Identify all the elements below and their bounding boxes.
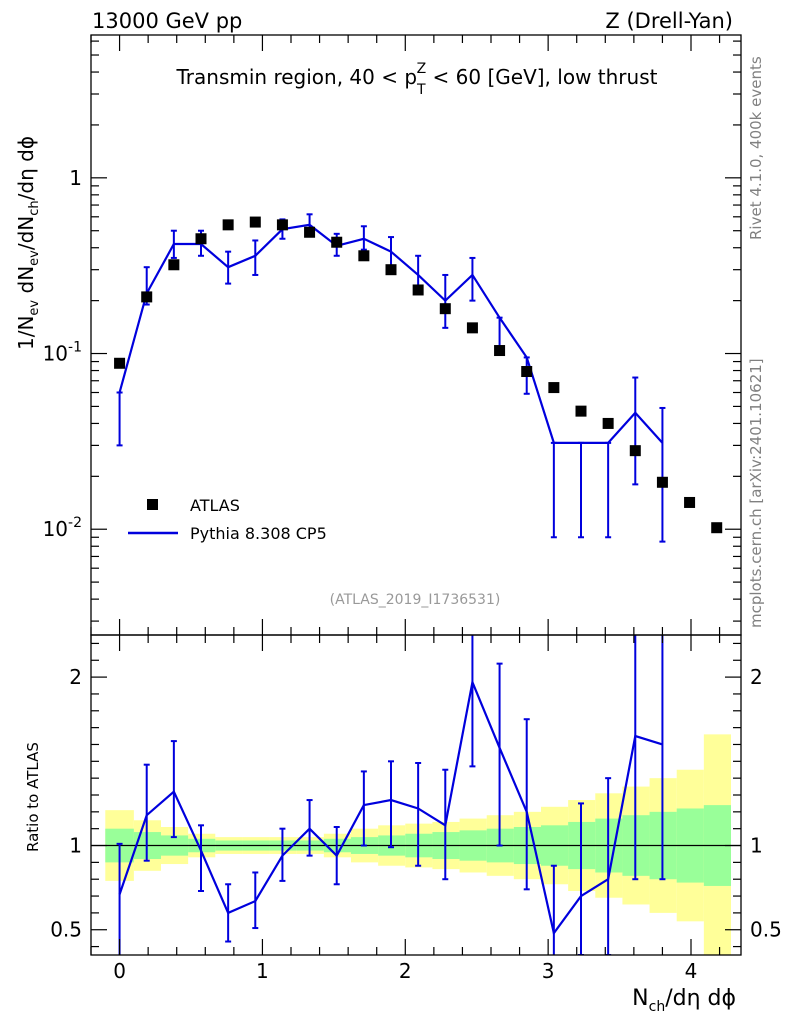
atlas-point-22	[711, 522, 723, 534]
main-ylabel: 1/Nev dNev/dNch/dη dϕ	[14, 136, 42, 350]
xtick-label-4: 4	[685, 959, 698, 983]
atlas-point-4	[222, 219, 234, 231]
ratio-ytick-label-right-1: 1	[750, 834, 763, 858]
xtick-label-1: 1	[256, 959, 269, 983]
atlas-point-3	[195, 233, 207, 245]
plot-title: Transmin region, 40 < pTZ < 60 [GeV], lo…	[176, 61, 658, 98]
atlas-point-6	[276, 219, 288, 231]
ratio-ytick-label-left-2: 2	[69, 665, 82, 689]
atlas-point-13	[466, 322, 478, 334]
atlas-point-16	[548, 382, 560, 394]
atlas-point-2	[168, 259, 180, 271]
xaxis-label-sub: ch	[649, 999, 666, 1015]
atlas-point-9	[358, 250, 370, 262]
xtick-label-2: 2	[399, 959, 412, 983]
title-sub: T	[416, 82, 426, 98]
main-panel	[114, 213, 723, 543]
ratio-ylabel: Ratio to ATLAS	[24, 742, 42, 852]
atlas-point-14	[494, 345, 506, 357]
ratio-ytick-label-right-0.5: 0.5	[750, 918, 782, 942]
ratio-panel	[91, 635, 741, 955]
title-sup: Z	[417, 61, 427, 77]
atlas-point-11	[412, 284, 424, 296]
title-prefix: Transmin region, 40 < p	[176, 65, 418, 89]
main-ytick-label-1: 1	[69, 166, 82, 190]
atlas-point-5	[249, 216, 261, 228]
xtick-label-0: 0	[113, 959, 126, 983]
legend-atlas-label: ATLAS	[190, 496, 240, 515]
ratio-ytick-label-right-2: 2	[750, 665, 763, 689]
atlas-point-8	[331, 236, 343, 248]
atlas-point-15	[521, 366, 533, 378]
atlas-point-21	[684, 496, 696, 508]
atlas-point-18	[602, 417, 614, 429]
main-ytick-label-0.01: 10-2	[43, 515, 82, 541]
xtick-label-3: 3	[542, 959, 555, 983]
main-ytick-label-0.1: 10-1	[43, 340, 82, 366]
atlas-point-12	[439, 303, 451, 315]
atlas-point-10	[385, 264, 397, 276]
header-energy: 13000 GeV pp	[92, 9, 242, 33]
atlas-point-7	[304, 226, 316, 238]
axes-group: 0 1 2 3 4 10-2 10-1 1 0.5 0.5 1 1 2 2	[43, 34, 782, 983]
ratio-ytick-label-left-0.5: 0.5	[50, 918, 82, 942]
pythia-ratio-group	[116, 635, 666, 955]
atlas-point-19	[629, 445, 641, 457]
atlas-point-0	[114, 357, 126, 369]
atlas-point-20	[656, 476, 668, 488]
atlas-point-1	[141, 291, 153, 303]
atlas-point-17	[575, 405, 587, 417]
xaxis-label-rest: /dη dϕ	[665, 986, 736, 1011]
legend-atlas-marker	[147, 499, 158, 510]
reference-label: (ATLAS_2019_I1736531)	[330, 592, 501, 608]
mcplots-label: mcplots.cern.ch [arXiv:2401.10621]	[747, 358, 765, 628]
header-process: Z (Drell-Yan)	[605, 9, 733, 33]
legend-pythia-label: Pythia 8.308 CP5	[190, 524, 327, 543]
xaxis-label-main: N	[632, 986, 648, 1011]
pythia-main-group	[116, 213, 666, 543]
main-frame	[90, 34, 742, 636]
rivet-label: Rivet 4.1.0, 400k events	[747, 56, 765, 240]
ratio-ytick-label-left-1: 1	[69, 834, 82, 858]
title-suffix: < 60 [GeV], low thrust	[426, 65, 657, 89]
xaxis-label: Nch/dη dϕ	[632, 986, 736, 1015]
